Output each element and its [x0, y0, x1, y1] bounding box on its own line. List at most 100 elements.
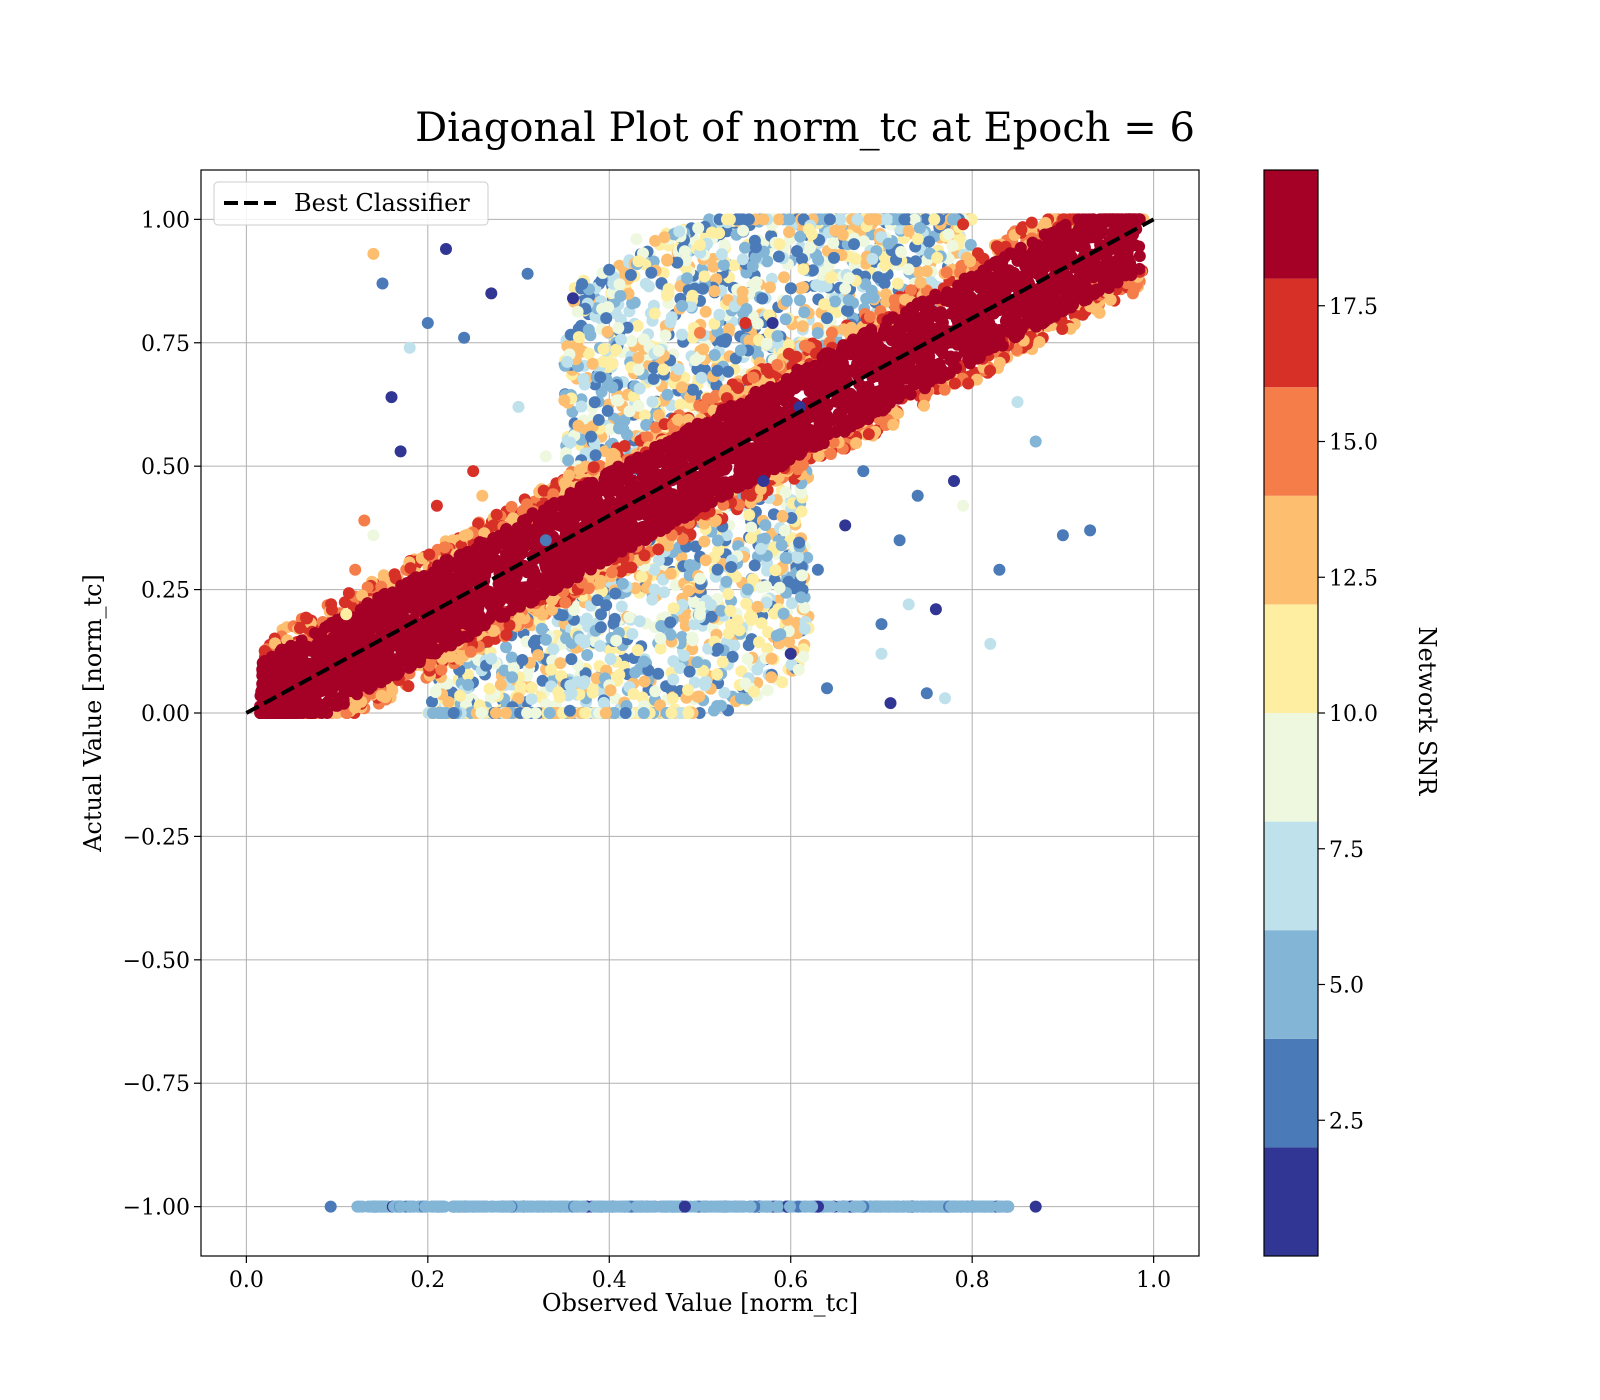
scatter-point-upper	[676, 328, 688, 341]
scatter-point-upper	[779, 313, 792, 326]
scatter-point-fringe	[342, 587, 355, 600]
scatter-point-upper	[824, 271, 837, 284]
scatter-point-lower	[608, 612, 621, 625]
scatter-point-lower	[638, 655, 650, 668]
scatter-point-lower	[665, 707, 678, 719]
scatter-point-lower	[774, 628, 787, 641]
scatter-point-fringe	[438, 541, 451, 554]
scatter-point-lower	[586, 686, 599, 699]
scatter-point-fringe	[938, 383, 951, 396]
scatter-point-upper	[806, 264, 819, 277]
scatter-point-upper	[624, 269, 637, 281]
scatter-point-upper	[713, 308, 726, 321]
scatter-point-lower	[718, 686, 731, 699]
scatter-point-upper	[727, 259, 740, 272]
scatter-point-lower	[494, 678, 507, 691]
scatter-point-lower	[500, 641, 512, 654]
scatter-point-upper	[773, 238, 786, 251]
scatter-point-upper	[784, 282, 797, 295]
scatter-point-upper	[804, 241, 816, 254]
scatter-point-upper	[566, 405, 579, 418]
scatter-point-upper	[632, 399, 645, 412]
scatter-point-lower	[578, 636, 591, 649]
scatter-point-fringe	[845, 321, 858, 334]
scatter-point-upper	[645, 266, 658, 279]
scatter-point-upper	[686, 289, 699, 302]
scatter-point-upper	[895, 245, 908, 258]
scatter-point-fringe	[587, 461, 600, 474]
scatter-point-fringe	[760, 363, 773, 376]
scatter-point-upper	[829, 295, 841, 308]
scatter-point-fringe	[887, 418, 900, 431]
scatter-point-upper	[723, 213, 736, 226]
scatter-point-upper	[695, 371, 708, 384]
scatter-point-upper	[710, 379, 723, 392]
scatter-point-upper	[773, 213, 786, 226]
scatter-point-upper	[815, 280, 828, 293]
scatter-point-lower	[579, 707, 591, 719]
scatter-point-upper	[672, 363, 685, 376]
scatter-point-upper	[589, 449, 602, 462]
scatter-point-fringe	[559, 596, 572, 609]
scatter-point-upper	[913, 222, 926, 234]
scatter-point-upper	[902, 263, 915, 276]
scatter-point-upper	[698, 270, 711, 283]
scatter-point-lower	[627, 688, 640, 700]
scatter-point-fringe	[964, 255, 977, 268]
scatter-point-lower	[682, 707, 695, 719]
scatter-point-lower	[462, 678, 475, 691]
scatter-point-upper	[717, 258, 730, 271]
scatter-point-upper	[575, 400, 588, 413]
scatter-point-lower	[646, 593, 659, 606]
scatter-point-upper	[708, 285, 721, 298]
scatter-point-upper	[578, 378, 591, 391]
scatter-point-lower	[798, 622, 811, 635]
scatter-point-lower	[604, 684, 617, 697]
scatter-point-upper	[923, 235, 936, 248]
scatter-point-upper	[697, 343, 710, 356]
scatter-point-upper	[771, 330, 784, 343]
scatter-point-fringe	[618, 440, 631, 452]
scatter-point-lower	[711, 534, 724, 547]
scatter-point-upper	[750, 276, 763, 289]
scatter-point-lower	[715, 699, 728, 712]
scatter-point-lower	[754, 542, 767, 555]
scatter-point-fringe	[747, 371, 760, 384]
scatter-point-upper	[632, 351, 645, 364]
scatter-point-fringe	[641, 431, 654, 444]
scatter-point-upper	[633, 382, 646, 395]
scatter-point-upper	[811, 327, 824, 339]
scatter-point-lower	[623, 611, 636, 624]
scatter-point-lower	[761, 684, 774, 697]
scatter-point-lower	[629, 666, 642, 679]
scatter-point-upper	[692, 222, 705, 235]
scatter-point-upper	[841, 304, 853, 317]
scatter-point-lower	[725, 561, 738, 573]
scatter-point-fringe	[850, 437, 863, 450]
scatter-point-lower	[633, 615, 646, 628]
scatter-point-upper	[708, 349, 721, 361]
scatter-point-fringe	[490, 508, 503, 521]
scatter-point-lower	[694, 572, 706, 585]
scatter-point-lower	[613, 668, 626, 681]
scatter-point-fringe	[1025, 216, 1038, 229]
scatter-point-fringe	[940, 266, 953, 279]
scatter-point-upper	[720, 333, 733, 346]
scatter-point-upper	[649, 234, 662, 247]
scatter-point-upper	[571, 305, 584, 318]
scatter-point-lower	[722, 627, 735, 640]
scatter-point-upper	[601, 404, 614, 417]
scatter-point-lower	[454, 689, 467, 702]
scatter-point-upper	[648, 307, 661, 320]
scatter-point-upper	[902, 225, 915, 237]
scatter-point-upper	[851, 213, 864, 226]
scatter-point-upper	[734, 344, 747, 357]
scatter-point-lower	[751, 600, 764, 613]
scatter-point-lower	[755, 581, 767, 594]
scatter-point-lower	[500, 707, 512, 719]
scatter-point-lower	[741, 653, 754, 665]
scatter-point-upper	[615, 333, 627, 346]
scatter-point-upper	[592, 413, 605, 426]
scatter-point-lower	[773, 581, 786, 594]
